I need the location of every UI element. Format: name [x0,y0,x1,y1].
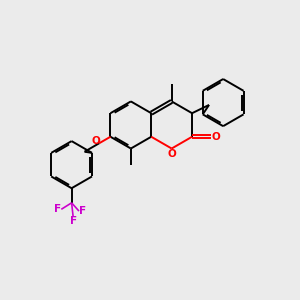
Text: O: O [167,148,176,158]
Text: F: F [54,204,61,214]
Text: F: F [70,216,76,226]
Text: O: O [92,136,101,146]
Text: F: F [79,206,86,216]
Text: O: O [212,132,220,142]
